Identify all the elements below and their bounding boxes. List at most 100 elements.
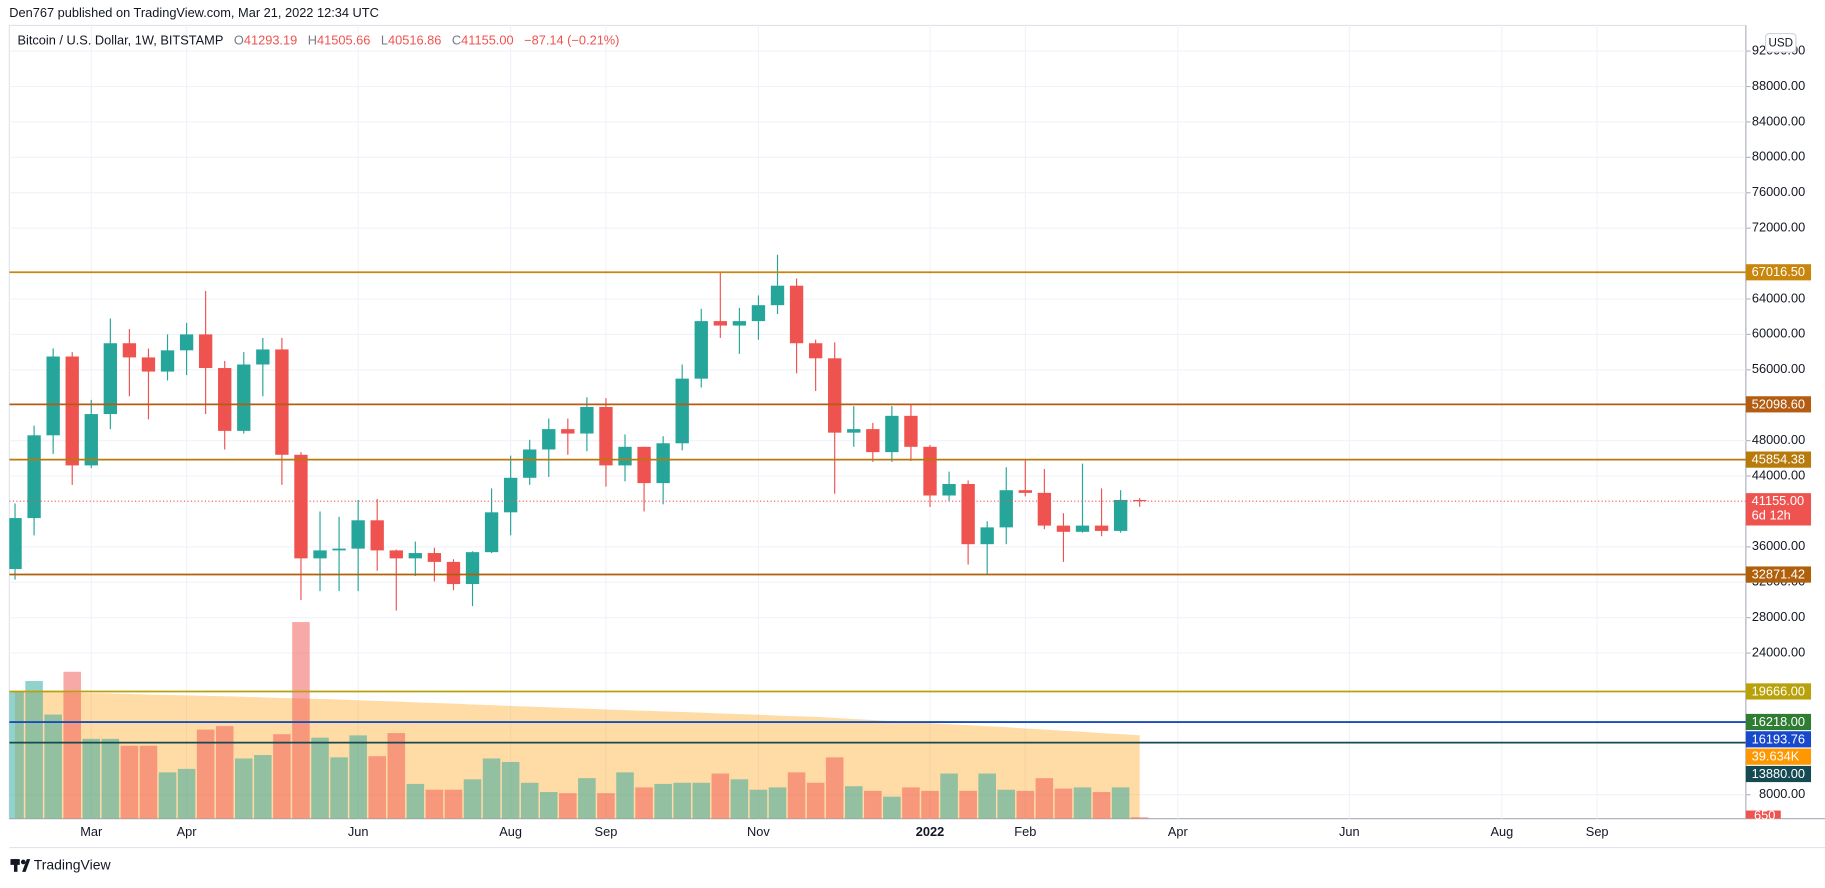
legend-change: −87.14 (−0.21%) — [524, 33, 619, 48]
candle-body — [370, 520, 384, 551]
x-tick-label: Sep — [1586, 824, 1609, 839]
volume-bar — [44, 714, 62, 819]
price-line-tag: 16193.76 — [1752, 731, 1805, 746]
volume-bar — [292, 622, 310, 819]
volume-bar — [921, 790, 939, 819]
volume-bar — [673, 782, 691, 819]
volume-bar — [25, 681, 43, 819]
candle-body — [637, 446, 651, 484]
volume-bar — [959, 790, 977, 819]
candle-body — [27, 435, 41, 519]
volume-bar — [387, 733, 406, 819]
y-tick-label: 8000.00 — [1759, 786, 1805, 801]
candle-body — [961, 483, 975, 545]
y-tick-label: 76000.00 — [1752, 184, 1805, 199]
published-note: Den767 published on TradingView.com, Mar… — [9, 5, 379, 20]
volume-bar — [501, 761, 520, 819]
volume-bar — [63, 671, 81, 819]
candle-body — [618, 446, 632, 466]
price-line-tag-box — [1745, 731, 1812, 748]
currency-label: USD — [1768, 36, 1793, 49]
price-line-tag: 19666.00 — [1752, 683, 1805, 698]
x-tick-label: Sep — [595, 824, 618, 839]
price-line-tag: 32871.42 — [1752, 567, 1805, 582]
volume-bar — [235, 758, 253, 819]
legend-key: L — [381, 33, 388, 48]
candle-body — [65, 356, 79, 466]
candle-body — [408, 553, 423, 559]
candle-body — [1037, 492, 1052, 526]
y-tick-label: 60000.00 — [1752, 326, 1805, 341]
y-tick-label: 64000.00 — [1752, 290, 1805, 305]
candle-body — [465, 552, 480, 585]
candle-body — [141, 357, 156, 372]
volume-bar — [940, 773, 958, 819]
price-lines — [9, 271, 1746, 744]
legend-key: C — [452, 33, 461, 48]
brand-name: TradingView — [34, 857, 112, 873]
price-line-tag: 52098.60 — [1752, 396, 1805, 411]
y-tick-label: 80000.00 — [1752, 149, 1805, 164]
volume-bar — [215, 726, 234, 819]
x-tick-label: 2022 — [916, 824, 944, 839]
y-tick-label: 44000.00 — [1752, 467, 1805, 482]
volume-bar — [120, 745, 139, 819]
price-line-tag-box — [1745, 683, 1812, 700]
candle-body — [1075, 525, 1090, 532]
candle-body — [1056, 525, 1071, 532]
candle-body — [179, 334, 194, 351]
candle-body — [542, 429, 556, 450]
volume-bar — [902, 787, 920, 819]
legend-value: 40516.86 — [388, 33, 441, 48]
candle-body — [332, 548, 346, 551]
y-tick-label: 88000.00 — [1752, 78, 1805, 93]
volume-bar — [539, 792, 558, 819]
candle-body — [999, 490, 1013, 528]
volume-bar — [444, 789, 463, 819]
volume-bar — [1111, 787, 1130, 819]
candle-body — [160, 350, 175, 372]
candle-body — [751, 305, 766, 322]
countdown-tag: 6d 12h — [1752, 508, 1791, 523]
candle-body — [828, 358, 842, 433]
candle-body — [46, 356, 60, 436]
volume-bar — [559, 793, 577, 819]
volume-bar — [749, 789, 768, 819]
volume-bar — [883, 796, 901, 819]
candle-body — [866, 429, 880, 453]
x-tick-label: Feb — [1014, 824, 1036, 839]
volume-bar — [711, 773, 730, 819]
brand-logo — [10, 859, 31, 872]
volume-bar — [864, 790, 882, 819]
volume-bar — [844, 786, 863, 819]
legend-value: 41505.66 — [317, 33, 370, 48]
volume-tag: 650 — [1754, 808, 1775, 823]
x-tick-label: Aug — [499, 824, 522, 839]
legend-symbol: Bitcoin / U.S. Dollar, 1W, BITSTAMP — [17, 33, 223, 48]
volume-bar — [482, 758, 501, 819]
candle-body — [694, 321, 708, 379]
volume-bar — [273, 734, 291, 819]
price-line-tag-box — [1745, 264, 1812, 281]
volume-bar — [1054, 788, 1073, 819]
volume-ma-tag-box — [1745, 748, 1812, 765]
volume-bar — [597, 793, 615, 819]
candle-body — [904, 415, 918, 447]
currency-button[interactable] — [1765, 32, 1797, 53]
candle-body — [580, 406, 594, 434]
volume-bar — [101, 738, 120, 819]
x-tick-label: Mar — [80, 824, 103, 839]
candle-body — [885, 415, 899, 453]
price-line-tag: 13880.00 — [1752, 766, 1805, 781]
candle-body — [599, 406, 613, 466]
volume-bar — [997, 789, 1016, 819]
volume-bar — [578, 778, 596, 819]
volume-bar — [787, 772, 806, 819]
volume-bar — [330, 757, 348, 819]
volume-bar — [1073, 787, 1092, 819]
candle-body — [1133, 499, 1147, 502]
candle-body — [84, 414, 98, 466]
volume-tag-box — [1745, 810, 1781, 819]
